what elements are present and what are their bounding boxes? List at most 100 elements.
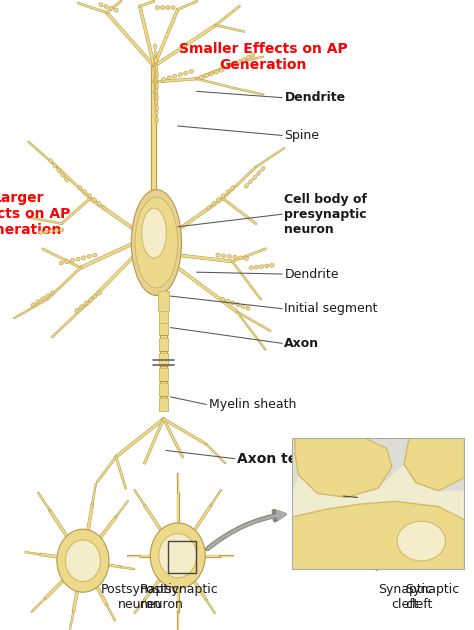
Ellipse shape bbox=[76, 257, 80, 261]
Ellipse shape bbox=[60, 228, 64, 232]
Ellipse shape bbox=[173, 74, 177, 78]
Ellipse shape bbox=[53, 163, 56, 168]
Ellipse shape bbox=[162, 77, 165, 81]
Ellipse shape bbox=[41, 297, 45, 301]
Ellipse shape bbox=[249, 266, 253, 270]
Ellipse shape bbox=[155, 76, 158, 82]
Polygon shape bbox=[292, 501, 465, 570]
Ellipse shape bbox=[214, 70, 219, 74]
Ellipse shape bbox=[70, 258, 74, 262]
Ellipse shape bbox=[155, 106, 158, 111]
Ellipse shape bbox=[171, 6, 175, 9]
Polygon shape bbox=[159, 323, 168, 335]
Ellipse shape bbox=[75, 308, 79, 312]
Ellipse shape bbox=[50, 291, 54, 295]
Ellipse shape bbox=[216, 198, 220, 202]
Ellipse shape bbox=[39, 231, 43, 234]
Ellipse shape bbox=[89, 298, 92, 302]
Text: Dendrite: Dendrite bbox=[284, 91, 346, 104]
Ellipse shape bbox=[178, 72, 182, 77]
Polygon shape bbox=[160, 335, 167, 338]
Ellipse shape bbox=[184, 71, 188, 75]
Ellipse shape bbox=[211, 202, 215, 206]
Text: Myelin sheath: Myelin sheath bbox=[209, 398, 296, 411]
Text: Axon: Axon bbox=[284, 337, 319, 350]
Ellipse shape bbox=[246, 55, 250, 59]
Ellipse shape bbox=[270, 263, 274, 267]
Ellipse shape bbox=[64, 260, 69, 263]
Ellipse shape bbox=[254, 265, 258, 269]
Ellipse shape bbox=[155, 117, 158, 122]
Text: Axon terminal: Axon terminal bbox=[237, 452, 347, 466]
Ellipse shape bbox=[397, 521, 446, 561]
Ellipse shape bbox=[154, 51, 157, 57]
Ellipse shape bbox=[221, 297, 225, 301]
Polygon shape bbox=[159, 368, 168, 381]
Ellipse shape bbox=[155, 83, 158, 88]
Ellipse shape bbox=[226, 190, 230, 194]
Polygon shape bbox=[292, 464, 465, 520]
Ellipse shape bbox=[245, 183, 248, 188]
Ellipse shape bbox=[210, 72, 214, 76]
Ellipse shape bbox=[253, 175, 256, 180]
Ellipse shape bbox=[249, 180, 253, 184]
Ellipse shape bbox=[93, 253, 97, 257]
Text: Spine: Spine bbox=[284, 129, 319, 142]
Text: Postsynaptic
neuron: Postsynaptic neuron bbox=[100, 583, 179, 610]
Ellipse shape bbox=[207, 206, 210, 210]
Ellipse shape bbox=[64, 177, 68, 182]
Ellipse shape bbox=[59, 261, 64, 265]
Ellipse shape bbox=[84, 301, 88, 306]
Polygon shape bbox=[159, 383, 168, 396]
Ellipse shape bbox=[93, 198, 97, 202]
Ellipse shape bbox=[80, 305, 83, 309]
Text: Synaptic
cleft: Synaptic cleft bbox=[378, 583, 432, 610]
Polygon shape bbox=[159, 338, 168, 350]
Ellipse shape bbox=[61, 173, 64, 177]
Ellipse shape bbox=[236, 302, 240, 307]
Ellipse shape bbox=[154, 67, 156, 72]
Ellipse shape bbox=[167, 76, 171, 80]
Ellipse shape bbox=[154, 96, 157, 102]
Ellipse shape bbox=[155, 58, 157, 64]
Text: Cell body of
presynaptic
neuron: Cell body of presynaptic neuron bbox=[284, 193, 367, 236]
Ellipse shape bbox=[154, 62, 157, 68]
Ellipse shape bbox=[200, 76, 203, 79]
Ellipse shape bbox=[246, 306, 250, 310]
Bar bbox=[168, 541, 196, 573]
Text: Dendrite: Dendrite bbox=[284, 268, 339, 280]
Ellipse shape bbox=[165, 6, 170, 9]
Ellipse shape bbox=[49, 229, 54, 233]
Ellipse shape bbox=[231, 186, 235, 190]
Ellipse shape bbox=[154, 74, 157, 79]
Ellipse shape bbox=[261, 166, 265, 171]
Ellipse shape bbox=[44, 230, 48, 234]
Ellipse shape bbox=[155, 99, 158, 105]
Ellipse shape bbox=[104, 4, 108, 8]
Ellipse shape bbox=[155, 92, 157, 98]
Text: Postsynaptic
neuron: Postsynaptic neuron bbox=[140, 583, 219, 610]
Ellipse shape bbox=[259, 265, 264, 268]
Polygon shape bbox=[159, 353, 168, 366]
Text: Initial segment: Initial segment bbox=[284, 302, 378, 315]
Polygon shape bbox=[160, 381, 167, 383]
Ellipse shape bbox=[154, 89, 156, 95]
Text: Smaller Effects on AP
Generation: Smaller Effects on AP Generation bbox=[179, 42, 347, 72]
Ellipse shape bbox=[83, 190, 87, 194]
Ellipse shape bbox=[155, 103, 157, 109]
Polygon shape bbox=[159, 398, 168, 411]
Ellipse shape bbox=[242, 57, 246, 62]
Text: Larger
Effects on AP
Generation: Larger Effects on AP Generation bbox=[0, 191, 70, 238]
Ellipse shape bbox=[244, 256, 248, 260]
Ellipse shape bbox=[155, 65, 158, 71]
Ellipse shape bbox=[221, 193, 225, 198]
Ellipse shape bbox=[93, 294, 97, 299]
Ellipse shape bbox=[150, 523, 205, 588]
Polygon shape bbox=[159, 311, 168, 323]
Ellipse shape bbox=[65, 540, 100, 581]
Polygon shape bbox=[160, 366, 167, 368]
Ellipse shape bbox=[78, 186, 82, 190]
Ellipse shape bbox=[238, 256, 243, 260]
Text: Synaptic
cleft: Synaptic cleft bbox=[405, 583, 459, 610]
Ellipse shape bbox=[155, 69, 157, 75]
